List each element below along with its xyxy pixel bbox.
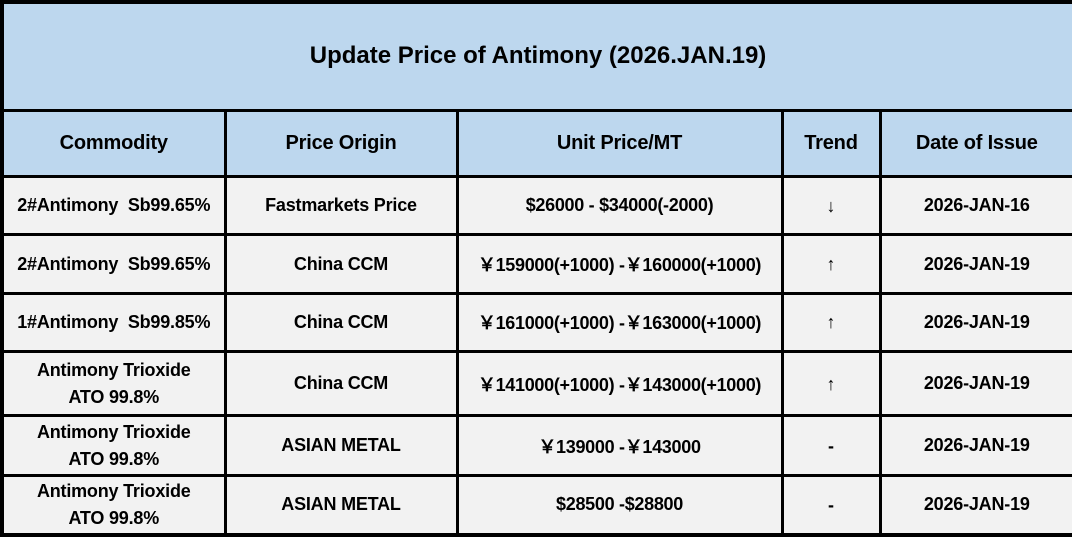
commodity-cell: Antimony Trioxide ATO 99.8% <box>0 473 227 537</box>
table-row: Antimony Trioxide ATO 99.8% ASIAN METAL … <box>0 473 1072 537</box>
trend-up-icon: ↑ <box>780 233 882 295</box>
trend-up-icon: ↑ <box>780 349 882 418</box>
trend-flat-icon: - <box>780 414 882 477</box>
unit-price-cell: ￥139000 -￥143000 <box>455 414 784 477</box>
commodity-cell: Antimony Trioxide ATO 99.8% <box>0 414 227 477</box>
date-of-issue-cell: 2026-JAN-19 <box>878 233 1072 295</box>
table-row: Antimony Trioxide ATO 99.8% ASIAN METAL … <box>0 414 1072 477</box>
table-title-row: Update Price of Antimony (2026.JAN.19) <box>0 0 1072 112</box>
commodity-cell: 2#Antimony Sb99.65% <box>0 175 227 237</box>
date-of-issue-cell: 2026-JAN-19 <box>878 414 1072 477</box>
date-of-issue-cell: 2026-JAN-19 <box>878 349 1072 418</box>
date-of-issue-cell: 2026-JAN-19 <box>878 473 1072 537</box>
page-title: Update Price of Antimony (2026.JAN.19) <box>0 0 1072 112</box>
trend-flat-icon: - <box>780 473 882 537</box>
unit-price-cell: ￥141000(+1000) -￥143000(+1000) <box>455 349 784 418</box>
price-origin-cell: Fastmarkets Price <box>223 175 459 237</box>
price-origin-cell: China CCM <box>223 233 459 295</box>
column-header-unit-price: Unit Price/MT <box>455 108 784 179</box>
date-of-issue-cell: 2026-JAN-19 <box>878 291 1072 353</box>
commodity-cell: 1#Antimony Sb99.85% <box>0 291 227 353</box>
column-header-price-origin: Price Origin <box>223 108 459 179</box>
table-row: 2#Antimony Sb99.65% Fastmarkets Price $2… <box>0 175 1072 237</box>
price-origin-cell: China CCM <box>223 349 459 418</box>
table-row: 2#Antimony Sb99.65% China CCM ￥159000(+1… <box>0 233 1072 295</box>
unit-price-cell: $28500 -$28800 <box>455 473 784 537</box>
trend-up-icon: ↑ <box>780 291 882 353</box>
commodity-cell: 2#Antimony Sb99.65% <box>0 233 227 295</box>
trend-down-icon: ↓ <box>780 175 882 237</box>
commodity-cell: Antimony Trioxide ATO 99.8% <box>0 349 227 418</box>
unit-price-cell: ￥159000(+1000) -￥160000(+1000) <box>455 233 784 295</box>
date-of-issue-cell: 2026-JAN-16 <box>878 175 1072 237</box>
table-row: Antimony Trioxide ATO 99.8% China CCM ￥1… <box>0 349 1072 418</box>
price-origin-cell: ASIAN METAL <box>223 473 459 537</box>
column-header-commodity: Commodity <box>0 108 227 179</box>
table-header-row: Commodity Price Origin Unit Price/MT Tre… <box>0 108 1072 179</box>
unit-price-cell: ￥161000(+1000) -￥163000(+1000) <box>455 291 784 353</box>
price-origin-cell: China CCM <box>223 291 459 353</box>
unit-price-cell: $26000 - $34000(-2000) <box>455 175 784 237</box>
table-row: 1#Antimony Sb99.85% China CCM ￥161000(+1… <box>0 291 1072 353</box>
column-header-trend: Trend <box>780 108 882 179</box>
column-header-date-of-issue: Date of Issue <box>878 108 1072 179</box>
price-origin-cell: ASIAN METAL <box>223 414 459 477</box>
